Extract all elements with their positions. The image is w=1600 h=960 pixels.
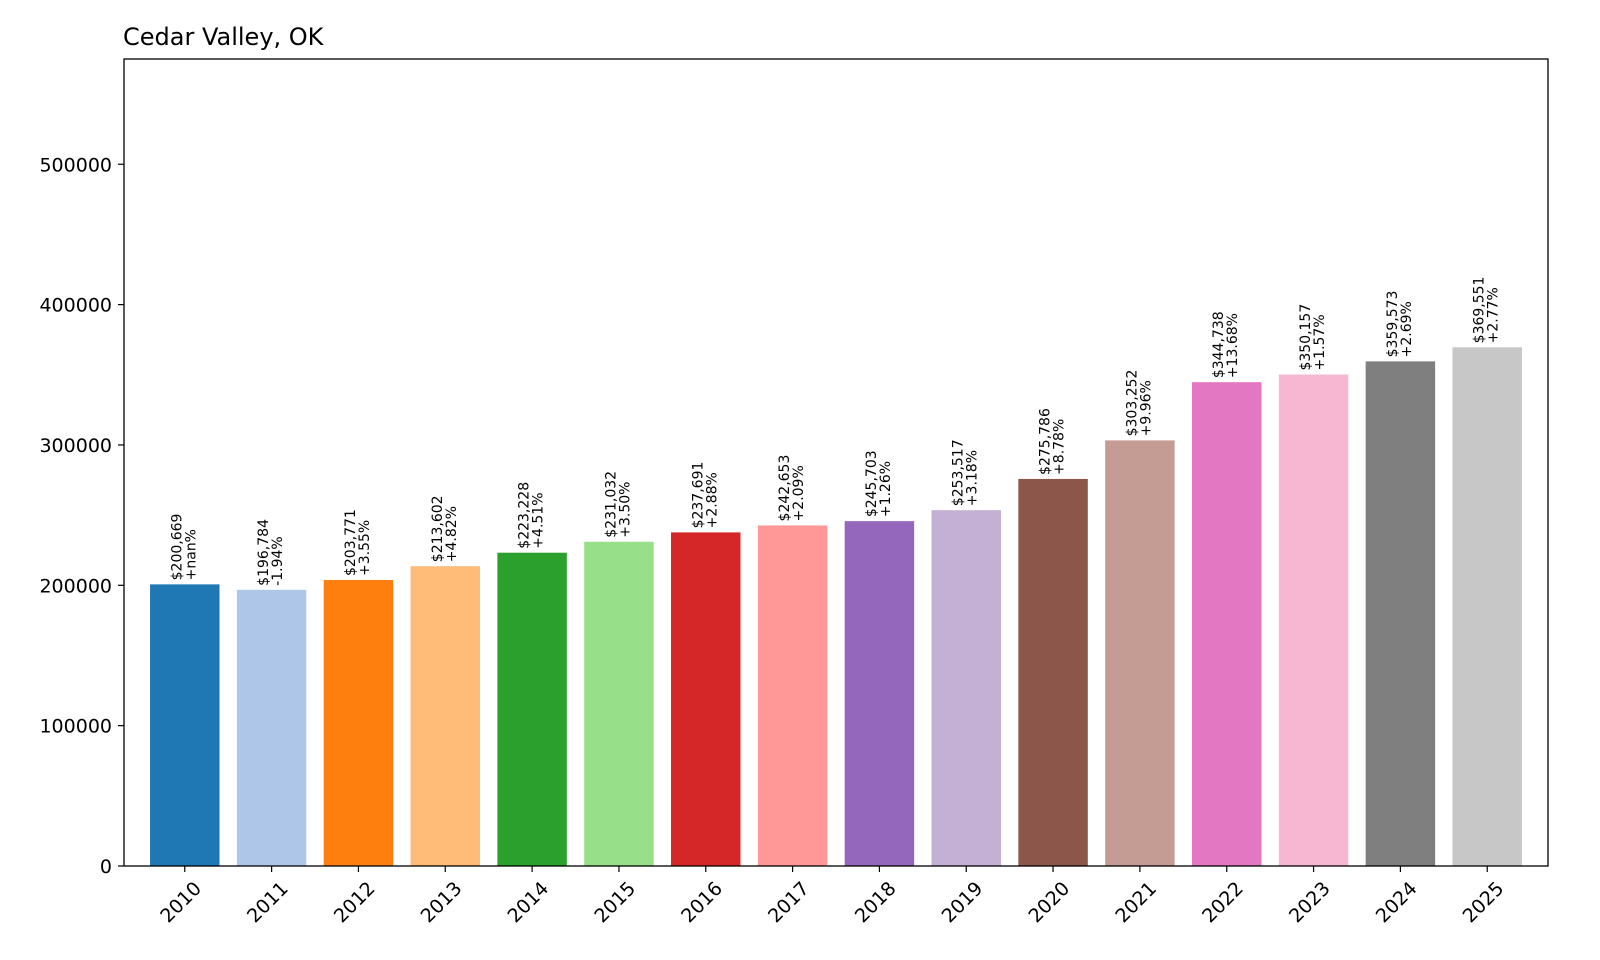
bar-label-2023: $350,157+1.57% [1298,304,1328,371]
bar-value-label: $213,602 [430,495,446,562]
bar-value-label: $350,157 [1298,304,1314,371]
y-axis: 0 100000 200000 300000 400000 500000 [39,154,124,878]
bar-label-2010: $200,669+nan% [169,514,199,581]
bar-change-label: +2.69% [1399,301,1415,357]
bar-2017 [757,525,828,866]
bar-change-label: +2.09% [791,465,807,521]
bar-2018 [844,521,915,866]
y-tick-label: 100000 [39,716,112,738]
bar-2012 [323,580,394,866]
chart-title: Cedar Valley, OK [123,23,325,51]
bar-label-2025: $369,551+2.77% [1472,277,1502,344]
bar-2010 [150,584,220,866]
bar-label-2018: $245,703+1.26% [864,450,894,517]
bar-value-label: $237,691 [690,462,706,529]
bar-change-label: +3.55% [357,520,373,576]
bar-2022 [1192,382,1262,866]
bar-value-label: $203,771 [343,509,359,576]
bar-label-2016: $237,691+2.88% [690,462,720,529]
x-tick-label: 2023 [1285,878,1335,928]
bar-label-2021: $303,252+9.96% [1124,370,1154,437]
bar-change-label: +9.96% [1138,380,1154,436]
bar-change-label: -1.94% [270,536,286,586]
bar-change-label: +13.68% [1225,313,1241,378]
x-tick-label: 2013 [417,878,467,928]
bar-value-label: $344,738 [1211,311,1227,378]
y-tick-label: 500000 [39,154,112,176]
x-tick-label: 2011 [243,878,293,928]
bar-2016 [671,532,741,866]
bar-label-2020: $275,786+8.78% [1038,408,1068,475]
bar-value-label: $359,573 [1385,291,1401,358]
bar-change-label: +1.57% [1312,314,1328,370]
bar-2015 [584,541,654,866]
bar-label-2019: $253,517+3.18% [951,439,981,506]
y-tick-label: 300000 [39,435,112,457]
bar-value-label: $242,653 [777,455,793,522]
bar-change-label: +3.50% [617,482,633,538]
bar-change-label: +nan% [183,529,199,580]
bar-change-label: +4.51% [531,492,547,548]
bar-change-label: +3.18% [965,450,981,506]
bar-value-label: $369,551 [1472,277,1488,344]
x-axis: 2010 2011 2012 2013 2014 2015 2016 2017 2018 2019… [156,866,1508,927]
x-tick-label: 2019 [938,878,988,928]
bars-group: $200,669+nan% $196,784-1.94% $203,771+3.55… [150,277,1522,867]
bar-label-2014: $223,228+4.51% [517,482,547,549]
bar-2011 [236,589,307,866]
bar-2024 [1365,361,1436,866]
x-tick-label: 2014 [503,878,553,928]
bar-change-label: +2.77% [1486,287,1502,343]
bar-label-2022: $344,738+13.68% [1211,311,1241,378]
bar-2019 [931,510,1001,866]
bar-change-label: +2.88% [704,472,720,528]
x-tick-label: 2018 [851,878,901,928]
bar-2021 [1105,440,1175,866]
x-tick-label: 2022 [1198,878,1248,928]
bar-2014 [497,552,567,866]
bar-label-2013: $213,602+4.82% [430,495,460,562]
bar-value-label: $223,228 [517,482,533,549]
x-tick-label: 2021 [1111,878,1161,928]
bar-change-label: +1.26% [878,461,894,517]
bar-value-label: $196,784 [256,519,272,586]
x-tick-label: 2016 [677,878,727,928]
bar-value-label: $200,669 [169,514,185,581]
y-tick-label: 200000 [39,575,112,597]
bar-2020 [1018,478,1088,866]
x-tick-label: 2015 [590,878,640,928]
x-tick-label: 2020 [1024,878,1074,928]
plot-frame [123,58,1549,867]
bar-value-label: $275,786 [1038,408,1054,475]
bar-label-2017: $242,653+2.09% [777,455,807,522]
bar-change-label: +8.78% [1052,419,1068,475]
bar-value-label: $245,703 [864,450,880,517]
x-tick-label: 2012 [330,878,380,928]
bar-label-2015: $231,032+3.50% [603,471,633,538]
x-tick-label: 2010 [156,878,206,928]
x-tick-label: 2025 [1459,878,1509,928]
bar-2023 [1278,374,1349,866]
y-tick-label: 0 [100,856,112,878]
bar-label-2024: $359,573+2.69% [1385,291,1415,358]
x-tick-label: 2017 [764,878,814,928]
bar-2013 [410,566,480,866]
x-tick-label: 2024 [1372,878,1422,928]
y-tick-label: 400000 [39,295,112,317]
bar-value-label: $231,032 [603,471,619,538]
bar-value-label: $303,252 [1124,370,1140,437]
bar-2025 [1452,347,1522,867]
bar-change-label: +4.82% [444,506,460,562]
bar-value-label: $253,517 [951,439,967,506]
bar-label-2011: $196,784-1.94% [256,519,286,586]
bar-label-2012: $203,771+3.55% [343,509,373,576]
